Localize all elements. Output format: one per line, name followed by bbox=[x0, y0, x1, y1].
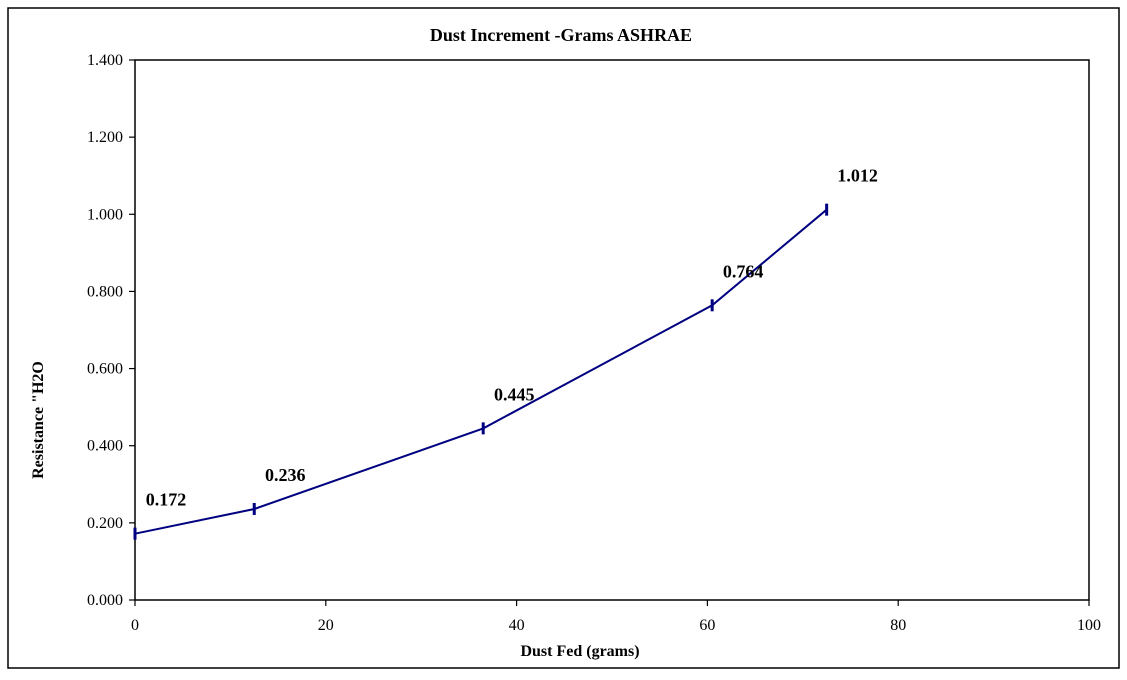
y-tick-label: 1.400 bbox=[87, 52, 123, 69]
chart-outer-frame bbox=[7, 7, 1120, 669]
series-line bbox=[134, 208, 828, 535]
y-tick-label: 0.800 bbox=[87, 283, 123, 300]
y-tick-label: 1.000 bbox=[87, 206, 123, 223]
y-tick-label: 0.400 bbox=[87, 438, 123, 455]
x-tick-label: 0 bbox=[131, 617, 139, 634]
x-tick-label: 60 bbox=[699, 617, 715, 634]
chart-title: Dust Increment -Grams ASHRAE bbox=[430, 25, 692, 45]
x-tick-label: 80 bbox=[890, 617, 906, 634]
y-tick-label: 1.200 bbox=[87, 129, 123, 146]
x-tick-label: 40 bbox=[509, 617, 525, 634]
data-label: 0.236 bbox=[265, 465, 306, 485]
y-tick-label: 0.600 bbox=[87, 361, 123, 378]
x-axis-label: Dust Fed (grams) bbox=[520, 643, 639, 660]
x-tick-label: 20 bbox=[318, 617, 334, 634]
x-tick-label: 100 bbox=[1077, 617, 1101, 634]
y-tick-label: 0.000 bbox=[87, 592, 123, 609]
data-label: 0.764 bbox=[723, 261, 764, 281]
plot-area-frame bbox=[134, 59, 1090, 601]
series-group: 0.172 0.236 0.445 0.764 1.012 bbox=[133, 166, 878, 540]
data-label: 1.012 bbox=[837, 166, 878, 186]
y-tick-label: 0.200 bbox=[87, 515, 123, 532]
y-axis-label: Resistance "H2O bbox=[30, 361, 47, 479]
x-axis-ticks: 0 20 40 60 80 100 bbox=[131, 600, 1101, 634]
data-label: 0.172 bbox=[146, 490, 187, 510]
y-axis-ticks: 0.000 0.200 0.400 0.600 0.800 1.000 1.200 1.400 bbox=[87, 52, 135, 609]
data-label: 0.445 bbox=[494, 384, 535, 404]
